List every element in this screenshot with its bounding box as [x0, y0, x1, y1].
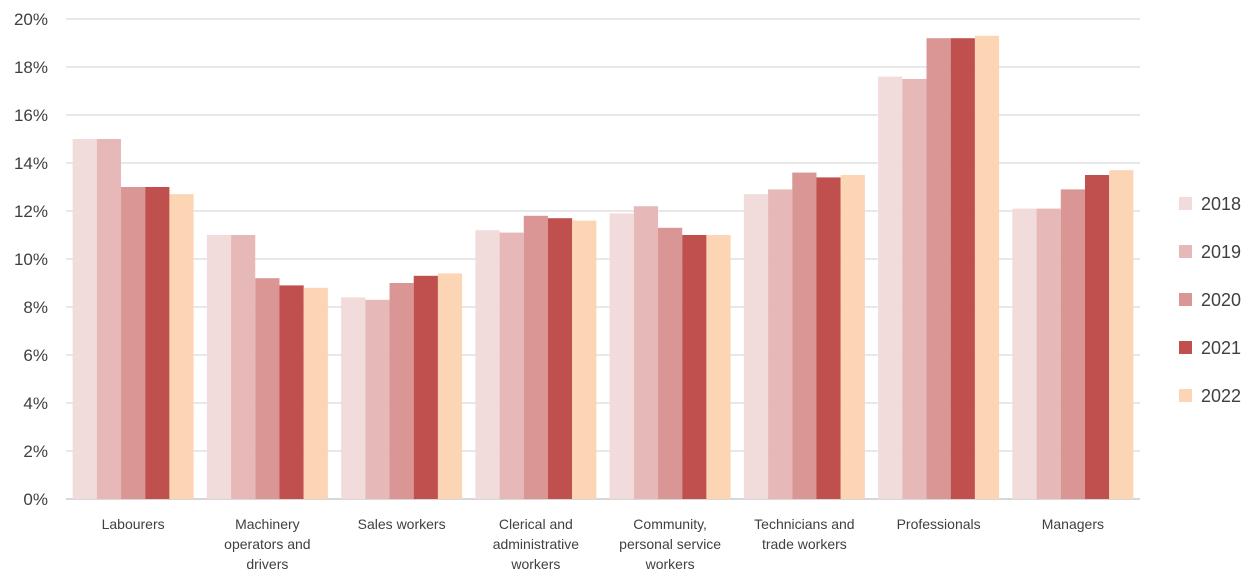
bar-2019 [499, 232, 524, 499]
legend-swatch [1179, 389, 1192, 402]
category-label: Machinery operators and drivers [224, 516, 310, 572]
y-tick-label: 12% [14, 202, 48, 221]
bar-2019 [231, 235, 256, 499]
bar-2018 [878, 76, 903, 499]
y-tick-label: 16% [14, 106, 48, 125]
bar-2020 [792, 172, 817, 499]
category-label: Professionals [897, 516, 981, 532]
category-label: Sales workers [358, 516, 446, 532]
bar-2022 [303, 287, 328, 499]
category-label: Clerical and administrative workers [493, 516, 580, 572]
legend-label: 2018 [1201, 194, 1241, 214]
bar-2018 [1012, 208, 1037, 499]
legend-label: 2022 [1201, 386, 1241, 406]
bar-2020 [523, 215, 548, 500]
bar-2021 [413, 275, 438, 499]
bar-2020 [926, 38, 951, 499]
legend: 2018 2019 2020 2021 2022 [1179, 194, 1241, 406]
bar-2019 [902, 79, 927, 499]
bar-2021 [816, 177, 841, 499]
bars [72, 35, 1134, 500]
legend-label: 2019 [1201, 242, 1241, 262]
y-tick-label: 6% [23, 346, 48, 365]
y-tick-label: 0% [23, 490, 48, 509]
bar-2022 [840, 175, 865, 499]
y-tick-label: 18% [14, 58, 48, 77]
bar-2019 [1036, 208, 1061, 499]
y-tick-label: 4% [23, 394, 48, 413]
bar-2021 [145, 187, 170, 499]
legend-label: 2021 [1201, 338, 1241, 358]
bar-2018 [743, 194, 769, 499]
bar-2022 [706, 235, 731, 499]
bar-2020 [658, 227, 683, 500]
category-label: Community, personal service workers [619, 516, 721, 572]
legend-label: 2020 [1201, 290, 1241, 310]
bar-2021 [682, 235, 707, 499]
bar-2022 [572, 220, 597, 499]
legend-swatch [1179, 341, 1192, 354]
bar-2018 [475, 230, 500, 499]
bar-2019 [768, 189, 793, 499]
bar-2022 [974, 35, 1000, 500]
bar-2022 [169, 194, 194, 499]
y-tick-label: 14% [14, 154, 48, 173]
bar-2020 [1060, 189, 1085, 499]
category-label: Labourers [102, 516, 165, 532]
bar-2018 [206, 235, 232, 499]
bar-2021 [1084, 175, 1110, 499]
category-label: Technicians and trade workers [754, 516, 854, 552]
bar-2021 [950, 38, 975, 499]
category-label: Managers [1042, 516, 1104, 532]
y-tick-label: 8% [23, 298, 48, 317]
y-tick-label: 10% [14, 250, 48, 269]
bar-2020 [389, 283, 414, 499]
bar-2019 [633, 206, 659, 499]
bar-2020 [255, 278, 280, 499]
y-tick-label: 2% [23, 442, 48, 461]
legend-swatch [1179, 197, 1192, 210]
bar-2019 [96, 139, 122, 499]
bar-2020 [121, 187, 146, 499]
legend-swatch [1179, 293, 1192, 306]
bar-2018 [72, 139, 97, 499]
bar-2018 [341, 297, 366, 499]
bar-2022 [1109, 170, 1134, 499]
y-axis: 0% 2% 4% 6% 8% 10% 12% 14% 16% 18% 20% [14, 10, 48, 509]
bar-2018 [609, 213, 634, 499]
bar-2021 [547, 218, 573, 499]
bar-2021 [279, 285, 304, 499]
x-axis: Labourers Machinery operators and drivers Sa… [102, 516, 1104, 572]
bar-2019 [365, 299, 390, 499]
legend-swatch [1179, 245, 1192, 258]
bar-2022 [437, 273, 463, 499]
y-tick-label: 20% [14, 10, 48, 29]
